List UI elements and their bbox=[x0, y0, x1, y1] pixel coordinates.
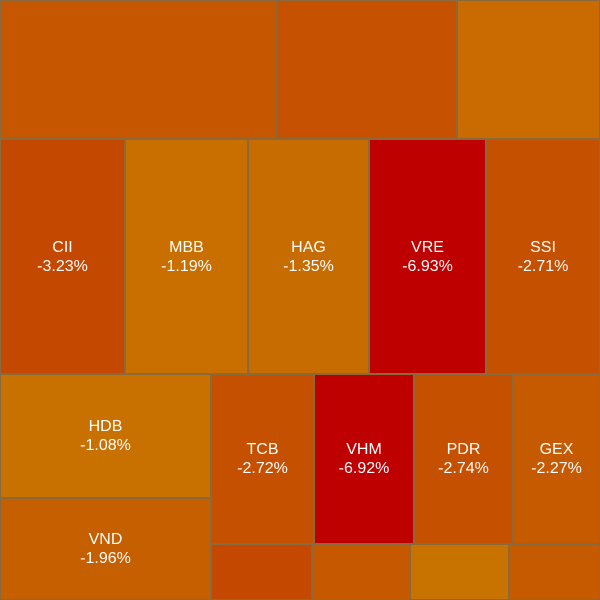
tile-change-label: -1.08% bbox=[80, 437, 131, 454]
treemap-tile[interactable] bbox=[312, 544, 410, 600]
treemap-tile-cii[interactable]: CII -3.23% bbox=[0, 139, 125, 374]
treemap-tile[interactable] bbox=[211, 544, 312, 600]
tile-ticker-label: HDB bbox=[88, 418, 123, 435]
treemap-tile[interactable] bbox=[0, 0, 276, 139]
tile-change-label: -1.96% bbox=[80, 550, 131, 567]
tile-ticker-label: HAG bbox=[291, 238, 326, 256]
tile-change-label: -2.74% bbox=[438, 460, 489, 477]
tile-change-label: -1.35% bbox=[283, 257, 334, 275]
treemap-tile[interactable] bbox=[410, 544, 509, 600]
tile-change-label: -2.27% bbox=[531, 460, 582, 477]
treemap-tile[interactable] bbox=[457, 0, 600, 139]
tile-change-label: -2.71% bbox=[517, 257, 569, 275]
treemap-tile-tcb[interactable]: TCB -2.72% bbox=[211, 374, 314, 544]
treemap-tile-ssi[interactable]: SSI -2.71% bbox=[486, 139, 600, 374]
treemap-tile-pdr[interactable]: PDR -2.74% bbox=[414, 374, 513, 544]
treemap-tile[interactable] bbox=[509, 544, 600, 600]
tile-ticker-label: PDR bbox=[446, 441, 481, 458]
treemap-tile-vhm[interactable]: VHM -6.92% bbox=[314, 374, 414, 544]
tile-change-label: -2.72% bbox=[237, 460, 288, 477]
tile-change-label: -3.23% bbox=[37, 257, 88, 275]
tile-ticker-label: TCB bbox=[246, 441, 279, 458]
tile-ticker-label: VND bbox=[88, 531, 123, 548]
tile-ticker-label: CII bbox=[52, 238, 73, 256]
tile-change-label: -6.93% bbox=[402, 257, 453, 275]
tile-change-label: -6.92% bbox=[338, 460, 390, 477]
tile-ticker-label: SSI bbox=[530, 238, 556, 256]
tile-ticker-label: GEX bbox=[539, 441, 574, 458]
treemap-tile-mbb[interactable]: MBB -1.19% bbox=[125, 139, 248, 374]
treemap-tile[interactable] bbox=[276, 0, 457, 139]
tile-change-label: -1.19% bbox=[161, 257, 212, 275]
treemap-tile-hag[interactable]: HAG -1.35% bbox=[248, 139, 369, 374]
treemap-tile-hdb[interactable]: HDB -1.08% bbox=[0, 374, 211, 498]
treemap-tile-gex[interactable]: GEX -2.27% bbox=[513, 374, 600, 544]
treemap-tile-vnd[interactable]: VND -1.96% bbox=[0, 498, 211, 600]
tile-ticker-label: MBB bbox=[169, 238, 204, 256]
tile-ticker-label: VRE bbox=[411, 238, 444, 256]
treemap-tile-vre[interactable]: VRE -6.93% bbox=[369, 139, 486, 374]
tile-ticker-label: VHM bbox=[346, 441, 382, 458]
